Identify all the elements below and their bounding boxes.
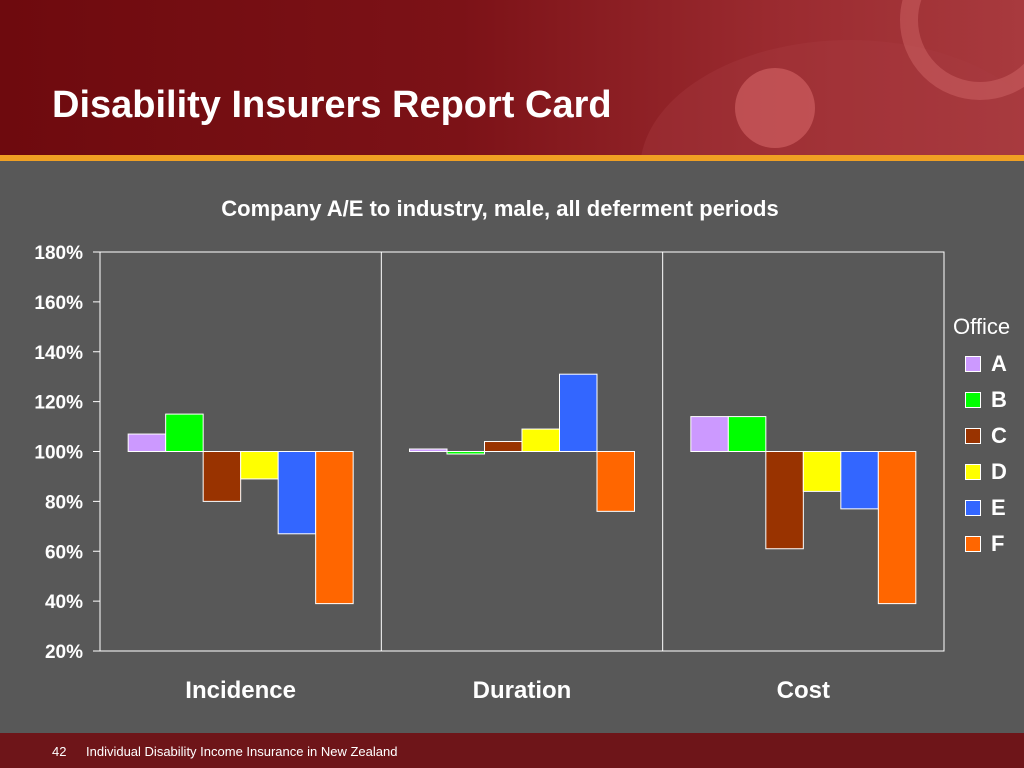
bar-e-duration [559,373,598,453]
legend-swatch [965,428,981,444]
bar-c-incidence [202,451,242,502]
legend-label: B [991,387,1007,412]
y-tick-label: 140% [34,343,83,364]
header-banner [0,0,1024,155]
y-tick-label: 80% [45,492,83,513]
bar-f-cost [877,451,917,605]
bar-d-incidence [240,451,279,480]
y-tick-label: 160% [34,293,83,314]
legend-label: A [991,351,1007,376]
y-tick-label: 60% [45,542,83,563]
bar-c-cost [765,451,804,550]
slide-title: Disability Insurers Report Card [52,84,612,126]
bar-e-cost [840,451,879,510]
legend-item: C [953,418,1010,454]
legend-swatch [965,356,981,372]
legend-title: Office [953,314,1011,339]
legend-label: C [991,423,1007,448]
x-category-label: Incidence [185,677,296,704]
bar-f-incidence [315,451,354,605]
legend-item: D [953,454,1010,490]
legend-item: F [953,526,1010,562]
bar-c-duration [484,441,523,452]
y-tick-label: 20% [45,642,83,663]
bar-a-incidence [127,433,167,453]
legend-label: F [991,531,1005,556]
x-category-label: Duration [473,677,572,704]
bar-a-cost [690,416,729,452]
bar-b-cost [727,416,767,452]
bar-d-duration [521,428,560,452]
bar-d-cost [802,451,842,492]
bar-f-duration [596,451,635,512]
legend-swatch [965,464,981,480]
legend-swatch [965,500,981,516]
legend-swatch [965,536,981,552]
y-tick-label: 180% [34,243,83,264]
footer-text: Individual Disability Income Insurance i… [86,744,398,759]
legend-label: E [991,495,1006,520]
bar-e-incidence [277,451,317,535]
x-category-label: Cost [777,677,830,704]
footer-bar: 42 Individual Disability Income Insuranc… [0,733,1024,768]
bar-b-incidence [165,413,204,452]
y-tick-label: 100% [34,443,83,464]
legend-item: E [953,490,1010,526]
legend-swatch [965,392,981,408]
y-tick-label: 120% [34,393,83,414]
legend-item: A [953,346,1010,382]
y-tick-label: 40% [45,592,83,613]
chart-title: Company A/E to industry, male, all defer… [221,196,779,221]
page-number: 42 [52,744,67,759]
accent-rule [0,155,1024,161]
legend-item: B [953,382,1010,418]
decorative-circle [735,68,815,148]
legend-label: D [991,459,1007,484]
